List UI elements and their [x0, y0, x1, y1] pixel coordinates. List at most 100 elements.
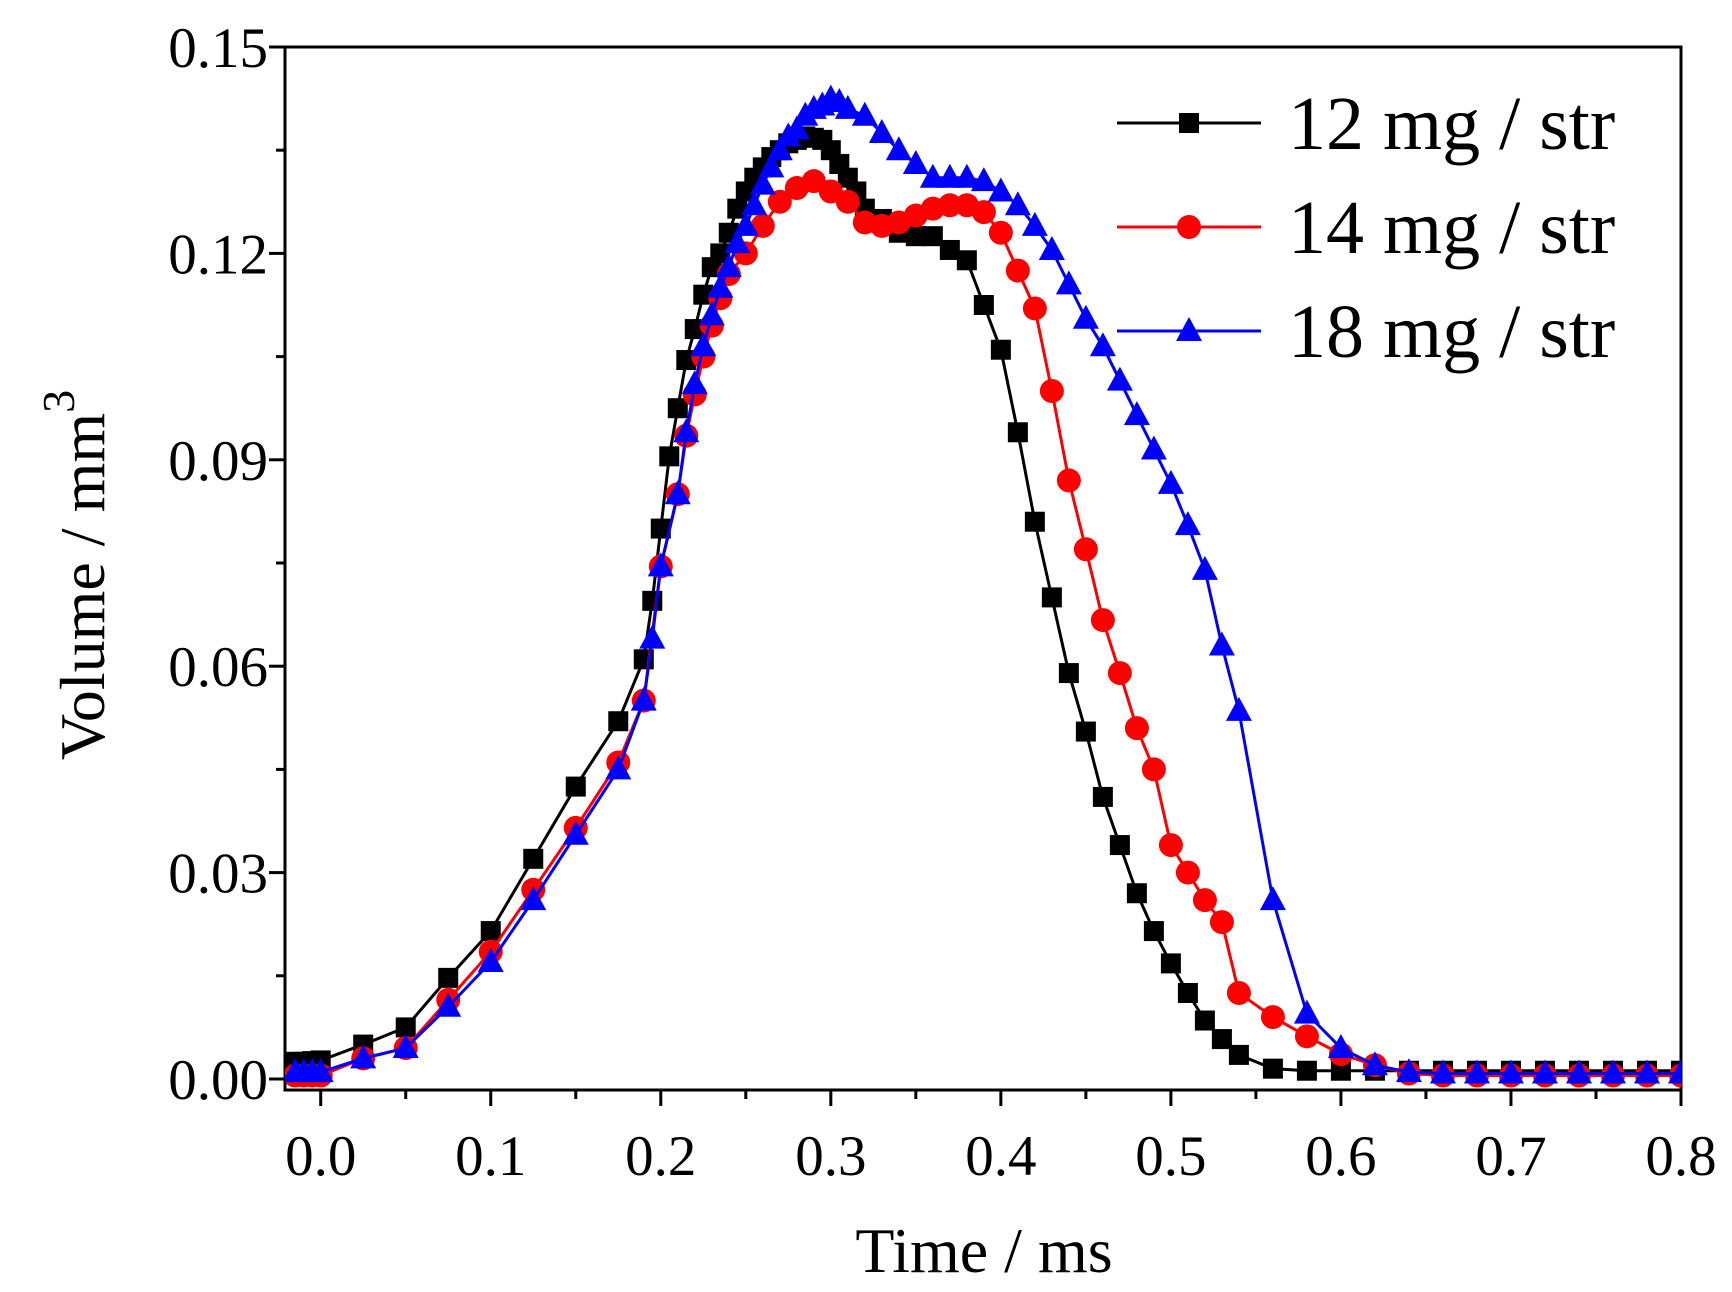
marker	[630, 686, 657, 711]
legend-marker	[1179, 113, 1199, 133]
marker	[523, 848, 544, 869]
x-tick-label: 0.3	[795, 1125, 866, 1188]
marker	[987, 177, 1014, 202]
marker	[953, 163, 980, 188]
marker	[1140, 435, 1167, 460]
marker	[562, 820, 589, 845]
marker	[1109, 835, 1130, 856]
marker	[659, 446, 680, 467]
x-axis-label: Time / ms	[855, 1215, 1112, 1286]
marker	[710, 243, 731, 264]
marker	[1075, 721, 1096, 742]
marker	[1327, 1034, 1354, 1059]
marker	[1039, 378, 1064, 403]
marker	[395, 1017, 416, 1038]
marker	[1141, 757, 1166, 782]
marker	[1633, 1059, 1660, 1084]
marker	[1361, 1051, 1388, 1076]
marker	[724, 229, 751, 254]
x-tick-label: 0.2	[625, 1125, 696, 1188]
marker	[1073, 537, 1098, 562]
y-tick-label: 0.09	[168, 430, 268, 493]
marker	[1463, 1059, 1490, 1084]
y-axis-label-superscript: 3	[33, 390, 84, 413]
marker	[1293, 999, 1320, 1024]
marker	[1228, 1044, 1249, 1065]
marker	[1192, 888, 1217, 913]
legend-label: 12 mg / str	[1288, 82, 1615, 166]
marker	[1531, 1059, 1558, 1084]
marker	[1225, 696, 1252, 721]
marker	[1005, 258, 1030, 283]
marker	[1259, 886, 1286, 911]
marker	[667, 398, 688, 419]
marker	[1194, 1010, 1215, 1031]
marker	[1175, 860, 1200, 885]
marker	[990, 339, 1011, 360]
y-axis-label-group: Volume / mm3	[33, 390, 118, 760]
x-tick-label: 0.5	[1135, 1125, 1206, 1188]
marker	[438, 967, 459, 988]
marker	[988, 220, 1013, 245]
marker	[1262, 1058, 1283, 1079]
marker	[1072, 304, 1099, 329]
marker	[1158, 833, 1183, 858]
x-tick-label: 0.4	[965, 1125, 1036, 1188]
series	[285, 84, 1681, 1084]
plot-frame	[283, 45, 1683, 1092]
marker	[1296, 1060, 1317, 1081]
marker	[690, 332, 717, 357]
series-line	[295, 134, 1681, 1073]
marker	[681, 370, 708, 395]
marker	[1123, 401, 1150, 426]
marker	[350, 1044, 377, 1069]
marker	[766, 136, 793, 161]
y-axis-label: Volume / mm	[47, 413, 118, 760]
marker	[1497, 1059, 1524, 1084]
legend-marker	[1177, 215, 1201, 239]
marker	[565, 776, 586, 797]
marker	[956, 250, 977, 271]
marker	[1055, 270, 1082, 295]
marker	[673, 418, 700, 443]
legend-label: 18 mg / str	[1288, 290, 1615, 374]
marker	[477, 948, 504, 973]
marker	[642, 590, 663, 611]
marker	[1395, 1058, 1422, 1083]
y-tick-label: 0.12	[168, 223, 268, 286]
marker	[1092, 786, 1113, 807]
marker	[1021, 211, 1048, 236]
marker	[973, 294, 994, 315]
marker	[520, 886, 547, 911]
marker	[937, 193, 962, 218]
marker	[605, 755, 632, 780]
marker	[650, 518, 671, 539]
x-tick-label: 0.0	[285, 1125, 356, 1188]
marker	[758, 153, 785, 178]
marker	[1157, 469, 1184, 494]
marker	[1090, 608, 1115, 633]
marker	[1191, 555, 1218, 580]
y-tick-label: 0.15	[168, 17, 268, 80]
x-tick-label: 0.8	[1645, 1125, 1716, 1188]
marker	[1599, 1059, 1626, 1084]
marker	[905, 226, 926, 247]
marker	[1126, 883, 1147, 904]
marker	[435, 992, 462, 1017]
marker	[902, 149, 929, 174]
marker	[835, 189, 860, 214]
marker	[639, 624, 666, 649]
marker	[392, 1034, 419, 1059]
legend-marker	[1176, 317, 1202, 341]
marker	[1022, 296, 1047, 321]
marker	[1160, 953, 1181, 974]
marker	[1107, 661, 1132, 686]
marker	[1226, 980, 1251, 1005]
marker	[1038, 235, 1065, 260]
marker	[1209, 910, 1234, 935]
marker	[783, 115, 810, 140]
y-tick-label: 0.03	[168, 843, 268, 906]
marker	[715, 253, 742, 278]
